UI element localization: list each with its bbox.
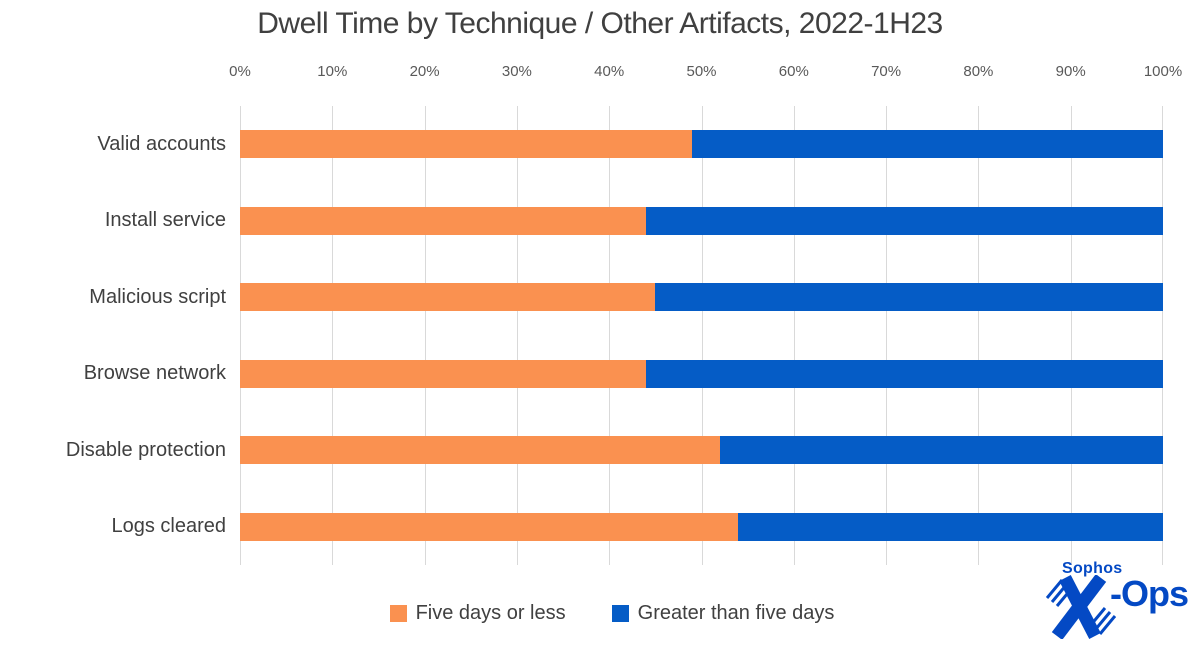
sophos-xops-logo: Sophos -Ops (1042, 558, 1194, 642)
x-tick-label: 90% (1055, 63, 1086, 80)
gridline (332, 106, 334, 565)
x-tick-label: 10% (317, 63, 348, 80)
category-label: Valid accounts (97, 132, 226, 155)
bar-segment (240, 130, 693, 159)
x-tick-label: 0% (229, 63, 251, 80)
stacked-bar (240, 359, 1163, 388)
bar-segment (738, 512, 1163, 541)
legend: Five days or less Greater than five days (12, 602, 1200, 625)
gridline (886, 106, 888, 565)
x-tick-label: 40% (594, 63, 625, 80)
x-tick-label: 30% (501, 63, 532, 80)
legend-item: Greater than five days (611, 602, 835, 625)
x-tick-label: 20% (409, 63, 440, 80)
bar-segment (719, 436, 1163, 465)
bar-row (240, 412, 1163, 489)
bar-segment (646, 206, 1163, 235)
x-tick-label: 60% (778, 63, 809, 80)
logo-ops-text: -Ops (1110, 573, 1189, 614)
bar-row (240, 106, 1163, 183)
legend-swatch-icon (611, 605, 629, 622)
legend-swatch-icon (389, 605, 407, 622)
category-label: Disable protection (65, 438, 226, 461)
bar-segment (240, 359, 647, 388)
bar-segment (692, 130, 1163, 159)
bar-rows (240, 106, 1163, 565)
legend-label: Greater than five days (637, 602, 835, 624)
gridline (1070, 106, 1072, 565)
bar-segment (240, 206, 647, 235)
legend-label: Five days or less (415, 602, 566, 624)
x-axis: 0% 10% 20% 30% 40% 50% 60% 70% 80% 90% 100% (229, 63, 1182, 83)
legend-item: Five days or less (389, 602, 566, 625)
category-label: Malicious script (89, 285, 226, 308)
x-tick-label: 50% (686, 63, 717, 80)
gridline (609, 106, 611, 565)
bar-segment (655, 283, 1163, 312)
category-label: Logs cleared (111, 515, 226, 538)
gridline (978, 106, 980, 565)
bar-row (240, 336, 1163, 413)
bar-segment (240, 512, 739, 541)
stacked-bar (240, 130, 1163, 159)
gridline (701, 106, 703, 565)
category-label: Browse network (83, 362, 226, 385)
bar-segment (646, 359, 1163, 388)
stacked-bar (240, 206, 1163, 235)
x-tick-label: 70% (871, 63, 902, 80)
bar-row (240, 489, 1163, 566)
stacked-bar (240, 283, 1163, 312)
bar-row (240, 259, 1163, 336)
gridline (516, 106, 518, 565)
y-axis-category-labels: Valid accounts Install service Malicious s… (0, 106, 226, 565)
logo-x-icon (1046, 575, 1116, 639)
logo-brand-text: Sophos (1062, 560, 1123, 577)
gridline (424, 106, 426, 565)
x-tick-label: 80% (963, 63, 994, 80)
stacked-bar (240, 512, 1163, 541)
x-tick-label: 100% (1143, 63, 1183, 80)
category-label: Install service (104, 209, 226, 232)
gridline (240, 106, 241, 565)
bar-segment (240, 283, 656, 312)
gridlines (240, 106, 1163, 565)
gridline (793, 106, 795, 565)
gridline (1162, 106, 1163, 565)
plot-area (240, 106, 1163, 565)
chart-title: Dwell Time by Technique / Other Artifact… (257, 7, 943, 40)
stacked-bar (240, 436, 1163, 465)
bar-segment (240, 436, 720, 465)
bar-row (240, 183, 1163, 260)
